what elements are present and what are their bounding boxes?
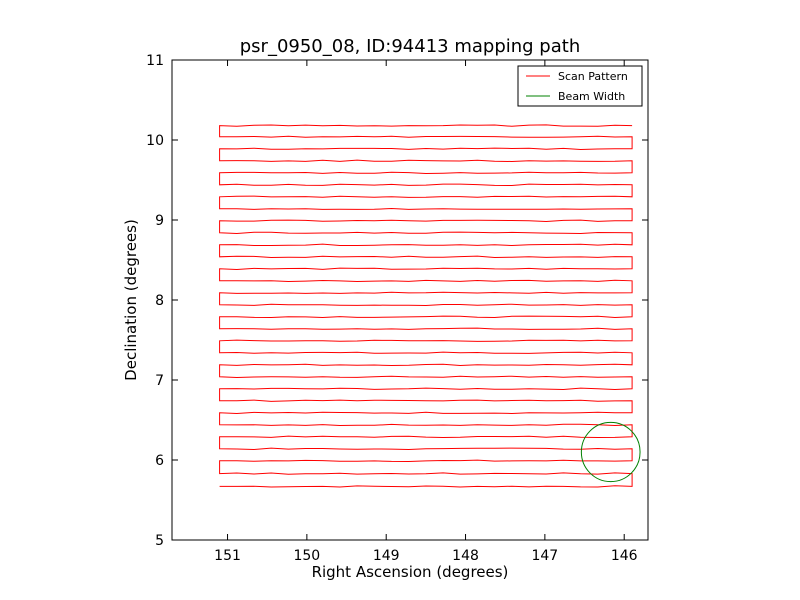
y-tick-label: 7 <box>155 373 164 389</box>
plot-area <box>219 124 641 488</box>
x-tick-label: 149 <box>373 548 400 564</box>
x-tick-label: 146 <box>611 548 638 564</box>
y-tick-label: 6 <box>155 453 164 469</box>
x-tick-label: 148 <box>452 548 479 564</box>
y-tick-label: 8 <box>155 293 164 309</box>
y-tick-label: 9 <box>155 213 164 229</box>
x-axis-label: Right Ascension (degrees) <box>312 563 509 581</box>
y-axis: 5 6 7 8 9 10 11 <box>146 53 648 549</box>
y-tick-label: 11 <box>146 53 164 69</box>
x-tick-label: 147 <box>531 548 558 564</box>
beam-width-circle <box>580 421 641 483</box>
x-axis: 151 150 149 148 147 146 <box>214 60 638 564</box>
scan-pattern-line <box>219 124 633 488</box>
y-tick-label: 5 <box>155 533 164 549</box>
legend-label-beam-width: Beam Width <box>558 90 625 103</box>
legend-label-scan-pattern: Scan Pattern <box>558 70 628 83</box>
y-tick-label: 10 <box>146 133 164 149</box>
legend-box <box>517 65 643 107</box>
chart-title: psr_0950_08, ID:94413 mapping path <box>240 36 580 57</box>
y-axis-label: Declination (degrees) <box>122 219 140 381</box>
legend: Scan Pattern Beam Width <box>517 65 643 107</box>
x-tick-label: 151 <box>214 548 241 564</box>
x-tick-label: 150 <box>293 548 320 564</box>
